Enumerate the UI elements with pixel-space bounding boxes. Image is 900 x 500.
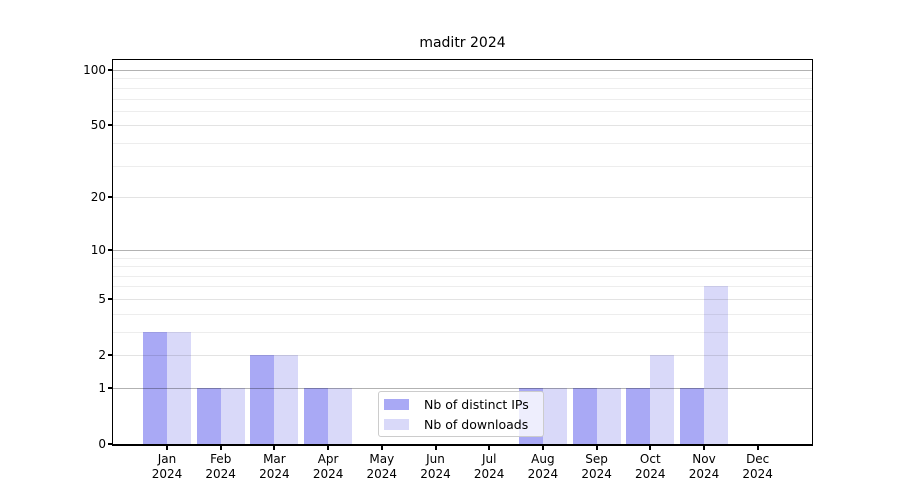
x-tick-label-dec: Dec 2024 bbox=[742, 452, 773, 481]
bar-nb-of-downloads-oct bbox=[650, 355, 675, 445]
bar-nb-of-downloads-feb bbox=[220, 387, 245, 445]
bar-nb-of-distinct-ips-feb bbox=[196, 387, 221, 445]
x-tick-jan bbox=[166, 445, 168, 450]
x-tick-sep bbox=[595, 445, 598, 450]
gridline-3 bbox=[113, 332, 812, 333]
gridline-4 bbox=[113, 314, 812, 315]
x-tick-jun bbox=[434, 445, 437, 450]
x-tick-label-may: May 2024 bbox=[366, 452, 398, 481]
legend: Nb of distinct IPs Nb of downloads bbox=[378, 391, 544, 437]
bar-nb-of-downloads-sep bbox=[596, 387, 621, 445]
x-tick-label-jul: Jul 2024 bbox=[473, 452, 505, 481]
legend-entry-distinct-ips: Nb of distinct IPs bbox=[384, 396, 543, 413]
bar-nb-of-distinct-ips-sep bbox=[572, 387, 597, 445]
y-tick-label-1: 1 bbox=[98, 380, 106, 395]
bar-nb-of-downloads-aug bbox=[542, 387, 567, 445]
x-tick-label-aug: Aug 2024 bbox=[527, 452, 559, 481]
bar-nb-of-distinct-ips-oct bbox=[626, 387, 651, 445]
y-tick-label-10: 10 bbox=[90, 242, 106, 257]
x-tick-oct bbox=[649, 445, 652, 450]
y-tick-1 bbox=[108, 386, 113, 389]
y-tick-5 bbox=[108, 297, 113, 300]
gridline-5 bbox=[113, 299, 812, 300]
y-tick-100 bbox=[108, 68, 113, 71]
y-tick-label-20: 20 bbox=[90, 190, 106, 205]
x-tick-feb bbox=[219, 445, 222, 450]
gridline-60 bbox=[113, 111, 812, 112]
gridline-80 bbox=[113, 88, 812, 89]
x-tick-jul bbox=[488, 445, 491, 450]
gridline-7 bbox=[113, 276, 812, 277]
gridline-10 bbox=[113, 250, 812, 251]
x-tick-label-sep: Sep 2024 bbox=[581, 452, 612, 481]
y-tick-label-50: 50 bbox=[90, 118, 106, 133]
gridline-6 bbox=[113, 286, 812, 287]
gridline-70 bbox=[113, 99, 812, 100]
gridline-40 bbox=[113, 143, 812, 144]
gridline-20 bbox=[113, 197, 812, 198]
y-tick-10 bbox=[108, 248, 113, 251]
y-tick-label-2: 2 bbox=[98, 348, 106, 363]
gridline-30 bbox=[113, 166, 812, 167]
x-tick-label-mar: Mar 2024 bbox=[259, 452, 290, 481]
y-tick-2 bbox=[108, 354, 113, 357]
bar-nb-of-downloads-apr bbox=[328, 387, 353, 445]
gridline-100 bbox=[113, 70, 812, 71]
x-tick-label-apr: Apr 2024 bbox=[312, 452, 344, 481]
bar-nb-of-downloads-nov bbox=[704, 286, 728, 445]
legend-label-downloads: Nb of downloads bbox=[424, 416, 529, 432]
bar-nb-of-distinct-ips-nov bbox=[680, 387, 704, 445]
y-tick-50 bbox=[108, 124, 113, 127]
y-tick-label-100: 100 bbox=[83, 62, 106, 77]
gridline-90 bbox=[113, 78, 812, 79]
x-tick-apr bbox=[327, 445, 330, 450]
bar-nb-of-distinct-ips-jan bbox=[143, 331, 167, 445]
bar-nb-of-distinct-ips-mar bbox=[250, 355, 275, 445]
gridline-8 bbox=[113, 266, 812, 267]
gridline-9 bbox=[113, 258, 812, 259]
x-tick-aug bbox=[541, 445, 544, 450]
x-tick-label-jan: Jan 2024 bbox=[151, 452, 183, 481]
x-tick-mar bbox=[273, 445, 276, 450]
x-tick-label-nov: Nov 2024 bbox=[688, 452, 720, 481]
y-tick-0 bbox=[108, 443, 113, 446]
legend-label-distinct-ips: Nb of distinct IPs bbox=[424, 396, 529, 412]
x-tick-label-jun: Jun 2024 bbox=[420, 452, 451, 481]
x-tick-nov bbox=[703, 445, 705, 450]
bar-nb-of-downloads-mar bbox=[274, 355, 299, 445]
x-tick-dec bbox=[756, 445, 759, 450]
y-tick-20 bbox=[108, 196, 113, 199]
bar-nb-of-distinct-ips-apr bbox=[304, 387, 329, 445]
legend-entry-downloads: Nb of downloads bbox=[384, 416, 543, 433]
bar-nb-of-downloads-jan bbox=[167, 331, 191, 445]
x-tick-label-oct: Oct 2024 bbox=[635, 452, 666, 481]
x-tick-may bbox=[380, 445, 383, 450]
chart-title: maditr 2024 bbox=[419, 35, 506, 51]
gridline-2 bbox=[113, 355, 812, 356]
y-tick-label-5: 5 bbox=[98, 291, 106, 306]
legend-swatch-distinct-ips bbox=[384, 398, 409, 410]
gridline-50 bbox=[113, 125, 812, 126]
legend-swatch-downloads bbox=[384, 418, 409, 430]
gridline-1 bbox=[113, 388, 812, 389]
y-tick-label-0: 0 bbox=[98, 437, 106, 452]
x-tick-label-feb: Feb 2024 bbox=[205, 452, 236, 481]
